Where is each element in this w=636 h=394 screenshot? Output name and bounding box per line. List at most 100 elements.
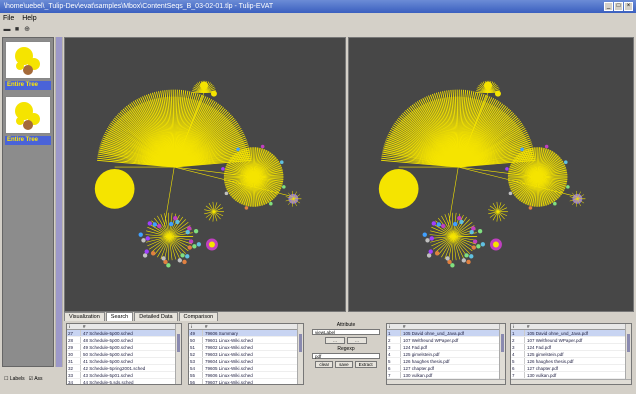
- horizontal-scrollbar[interactable]: [387, 379, 505, 384]
- window-title-bar: \home\uebel\_Tulip-Dev\evat\samples\Mbox…: [0, 0, 636, 13]
- row-index: 7: [387, 372, 401, 378]
- table-row[interactable]: 4 125 gimelstein.pdf: [511, 351, 631, 358]
- ass-checkbox[interactable]: ☑ Ass: [28, 376, 43, 382]
- overview-sidebar: Entire Tree Entire Tree: [2, 37, 54, 367]
- table-row[interactable]: 6 127 chapter.pdf: [511, 365, 631, 372]
- overview-thumbnail-2[interactable]: [5, 96, 51, 134]
- tree-view-left[interactable]: [64, 37, 346, 312]
- table-row[interactable]: 1 105 David ohne_und_Java.pdf: [511, 330, 631, 337]
- table-row[interactable]: 7 130 vulkan.pdf: [387, 372, 505, 379]
- tab-search[interactable]: Search: [105, 312, 134, 321]
- row-text: 79602 Linux-Wiki.sched: [205, 345, 253, 350]
- table-row[interactable]: 51 79602 Linux-Wiki.sched: [189, 344, 303, 351]
- table-row[interactable]: 2 107 Weltfreund WPaper.pdf: [511, 337, 631, 344]
- menu-help[interactable]: Help: [22, 15, 37, 22]
- row-text: 105 David ohne_und_Java.pdf: [403, 331, 465, 336]
- table-row[interactable]: 30 50 Schedule-5p00.sched: [67, 351, 181, 358]
- results-table-2[interactable]: i # 49 79606 Summary 50 79601 Linux-Wiki.sch…: [188, 323, 304, 385]
- regexp-input[interactable]: pdf: [312, 353, 380, 359]
- row-text: 126 haughes thesis.pdf: [527, 359, 574, 364]
- table-row[interactable]: 7 130 vulkan.pdf: [511, 372, 631, 379]
- horizontal-scrollbar[interactable]: [511, 379, 631, 384]
- table-row[interactable]: 29 49 Schedule-5p00.sched: [67, 344, 181, 351]
- table-row[interactable]: 27 47 Schedule-5p00.sched: [67, 330, 181, 337]
- scrollbar[interactable]: [625, 324, 631, 384]
- row-index: 55: [189, 372, 203, 378]
- attribute-label: Attribute: [336, 322, 356, 328]
- row-index: 6: [511, 365, 525, 371]
- row-text: 41 Schedule-5p00.sched: [83, 359, 133, 364]
- window-title: \home\uebel\_Tulip-Dev\evat\samples\Mbox…: [4, 3, 274, 10]
- row-text: 79606 Summary: [205, 331, 239, 336]
- tree-view-right[interactable]: [348, 37, 634, 312]
- table-row[interactable]: 50 79601 Linux-Wiki.sched: [189, 337, 303, 344]
- results-table-4[interactable]: i # 1 105 David ohne_und_Java.pdf 2 107 Welt…: [510, 323, 632, 385]
- table-row[interactable]: 53 79604 Linux-Wiki.sched: [189, 358, 303, 365]
- row-text: 124 Fad.pdf: [527, 345, 552, 350]
- zoom-icon[interactable]: ⊕: [24, 25, 30, 33]
- row-index: 51: [189, 344, 203, 350]
- extract-button[interactable]: Extract: [354, 361, 377, 368]
- tab-detailed-data[interactable]: Detailed Data: [134, 312, 178, 321]
- save-icon[interactable]: ■: [14, 25, 20, 33]
- table-row[interactable]: 33 43 Schedule-5p01.sched: [67, 372, 181, 379]
- row-index: 6: [387, 365, 401, 371]
- save-button[interactable]: save: [335, 361, 353, 368]
- tab-comparison[interactable]: Comparison: [178, 312, 219, 321]
- row-text: 107 Weltfreund WPaper.pdf: [527, 338, 583, 343]
- clear-button[interactable]: clear: [315, 361, 334, 368]
- row-text: 125 gimelstein.pdf: [527, 352, 564, 357]
- labels-checkbox[interactable]: ☐ Labels: [4, 376, 25, 382]
- row-index: 32: [67, 365, 81, 371]
- row-index: 27: [67, 330, 81, 336]
- table-row[interactable]: 28 48 Schedule-5p00.sched: [67, 337, 181, 344]
- table-row[interactable]: 3 124 Fad.pdf: [387, 344, 505, 351]
- row-text: 79601 Linux-Wiki.sched: [205, 338, 253, 343]
- table-row[interactable]: 54 79605 Linux-Wiki.sched: [189, 365, 303, 372]
- table-header: i #: [67, 324, 181, 330]
- row-text: 43 Schedule-5p01.sched: [83, 373, 133, 378]
- table-row[interactable]: 32 42 Schedule-5pring2001.sched: [67, 365, 181, 372]
- open-folder-icon[interactable]: ▬: [3, 25, 11, 33]
- table-row[interactable]: 2 107 Weltfreund WPaper.pdf: [387, 337, 505, 344]
- scrollbar[interactable]: [499, 324, 505, 384]
- row-text: 126 haughes thesis.pdf: [403, 359, 450, 364]
- arrow-left-button[interactable]: ...: [325, 337, 345, 344]
- table-row[interactable]: 52 79603 Linux-Wiki.sched: [189, 351, 303, 358]
- sidebar-splitter[interactable]: [55, 37, 63, 367]
- scrollbar[interactable]: [175, 324, 181, 384]
- row-index: 29: [67, 344, 81, 350]
- results-table-1[interactable]: i # 27 47 Schedule-5p00.sched 28 48 Schedule…: [66, 323, 182, 385]
- table-row[interactable]: 31 41 Schedule-5p00.sched: [67, 358, 181, 365]
- table-row[interactable]: 1 105 David ohne_und_Java.pdf: [387, 330, 505, 337]
- table-row[interactable]: 49 79606 Summary: [189, 330, 303, 337]
- row-index: 56: [189, 379, 203, 384]
- menu-file[interactable]: File: [3, 15, 15, 22]
- row-text: 47 Schedule-5p00.sched: [83, 331, 133, 336]
- attribute-select[interactable]: viewLabel: [312, 329, 380, 335]
- tab-visualization[interactable]: Visualization: [64, 312, 105, 321]
- row-text: 79603 Linux-Wiki.sched: [205, 352, 253, 357]
- results-table-3[interactable]: i # 1 105 David ohne_und_Java.pdf 2 107 Welt…: [386, 323, 506, 385]
- table-row[interactable]: 5 126 haughes thesis.pdf: [387, 358, 505, 365]
- minimize-button[interactable]: _: [604, 2, 613, 11]
- maximize-button[interactable]: □: [614, 2, 623, 11]
- table-row[interactable]: 34 44 Schedule-5.sds.sched: [67, 379, 181, 384]
- table-row[interactable]: 55 79606 Linux-Wiki.sched: [189, 372, 303, 379]
- table-row[interactable]: 3 124 Fad.pdf: [511, 344, 631, 351]
- table-row[interactable]: 6 127 chapter.pdf: [387, 365, 505, 372]
- row-index: 5: [387, 358, 401, 364]
- table-row[interactable]: 56 79607 Linux-Wiki.sched: [189, 379, 303, 384]
- window-controls: _ □ ×: [604, 2, 633, 11]
- overview-thumbnail-1[interactable]: [5, 41, 51, 79]
- arrow-right-button[interactable]: ...: [347, 337, 367, 344]
- table-row[interactable]: 4 125 gimelstein.pdf: [387, 351, 505, 358]
- bottom-panel: Visualization Search Detailed Data Compa…: [64, 312, 634, 385]
- close-button[interactable]: ×: [624, 2, 633, 11]
- tree-graph-left: [94, 80, 302, 268]
- table-row[interactable]: 5 126 haughes thesis.pdf: [511, 358, 631, 365]
- row-text: 127 chapter.pdf: [403, 366, 435, 371]
- scrollbar[interactable]: [297, 324, 303, 384]
- regexp-label: Regexp: [337, 346, 355, 352]
- status-bar: ☐ Labels ☑ Ass: [2, 375, 58, 384]
